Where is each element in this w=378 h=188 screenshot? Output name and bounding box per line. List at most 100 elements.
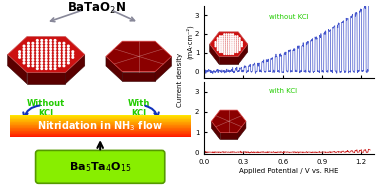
Circle shape bbox=[63, 48, 65, 50]
Circle shape bbox=[50, 42, 51, 44]
Circle shape bbox=[224, 45, 225, 47]
Circle shape bbox=[41, 68, 43, 69]
Circle shape bbox=[59, 45, 60, 47]
FancyBboxPatch shape bbox=[9, 135, 191, 136]
Circle shape bbox=[32, 62, 34, 64]
Circle shape bbox=[237, 47, 238, 49]
Circle shape bbox=[228, 34, 229, 35]
Circle shape bbox=[41, 45, 43, 47]
Circle shape bbox=[50, 62, 51, 64]
Polygon shape bbox=[210, 32, 248, 56]
Circle shape bbox=[217, 49, 218, 51]
Circle shape bbox=[59, 42, 60, 44]
Polygon shape bbox=[155, 56, 172, 81]
FancyBboxPatch shape bbox=[9, 114, 191, 116]
Circle shape bbox=[50, 51, 51, 52]
Circle shape bbox=[224, 53, 225, 54]
Circle shape bbox=[226, 49, 227, 51]
Circle shape bbox=[28, 57, 29, 58]
FancyBboxPatch shape bbox=[9, 132, 191, 133]
Circle shape bbox=[217, 40, 218, 41]
Circle shape bbox=[224, 51, 225, 52]
Circle shape bbox=[239, 42, 240, 43]
Circle shape bbox=[36, 48, 38, 50]
Circle shape bbox=[228, 38, 229, 39]
Circle shape bbox=[36, 45, 38, 47]
Circle shape bbox=[59, 54, 60, 55]
Polygon shape bbox=[27, 72, 65, 84]
Circle shape bbox=[28, 51, 29, 52]
FancyBboxPatch shape bbox=[9, 125, 191, 126]
Circle shape bbox=[239, 40, 240, 41]
Circle shape bbox=[72, 54, 74, 55]
Circle shape bbox=[237, 36, 238, 37]
Polygon shape bbox=[8, 55, 27, 84]
FancyBboxPatch shape bbox=[9, 115, 191, 116]
Circle shape bbox=[23, 48, 25, 50]
FancyBboxPatch shape bbox=[9, 131, 191, 132]
Circle shape bbox=[228, 45, 229, 47]
Circle shape bbox=[228, 47, 229, 49]
Circle shape bbox=[45, 59, 47, 61]
FancyBboxPatch shape bbox=[9, 130, 191, 131]
Circle shape bbox=[224, 47, 225, 49]
Polygon shape bbox=[210, 44, 219, 64]
Circle shape bbox=[226, 34, 227, 35]
Circle shape bbox=[45, 57, 47, 58]
Circle shape bbox=[28, 42, 29, 44]
Circle shape bbox=[224, 36, 225, 37]
Circle shape bbox=[54, 62, 56, 64]
Circle shape bbox=[226, 36, 227, 37]
Circle shape bbox=[72, 51, 74, 52]
Circle shape bbox=[215, 42, 216, 43]
FancyBboxPatch shape bbox=[9, 116, 191, 117]
Circle shape bbox=[32, 42, 34, 44]
Circle shape bbox=[28, 62, 29, 64]
FancyBboxPatch shape bbox=[9, 135, 191, 136]
Circle shape bbox=[239, 49, 240, 51]
Text: BaTaO$_2$N: BaTaO$_2$N bbox=[67, 1, 126, 16]
Circle shape bbox=[50, 68, 51, 69]
Circle shape bbox=[68, 48, 69, 50]
Y-axis label: (mA·cm⁻²): (mA·cm⁻²) bbox=[186, 24, 194, 59]
Circle shape bbox=[54, 48, 56, 50]
Circle shape bbox=[23, 59, 25, 61]
Circle shape bbox=[50, 59, 51, 61]
Circle shape bbox=[232, 47, 234, 49]
Circle shape bbox=[228, 42, 229, 43]
Circle shape bbox=[36, 40, 38, 41]
Circle shape bbox=[41, 62, 43, 64]
Circle shape bbox=[54, 42, 56, 44]
Circle shape bbox=[36, 68, 38, 69]
Text: With
KCl: With KCl bbox=[127, 99, 150, 118]
Circle shape bbox=[63, 57, 65, 58]
FancyBboxPatch shape bbox=[9, 129, 191, 130]
Circle shape bbox=[239, 44, 240, 45]
Circle shape bbox=[68, 59, 69, 61]
Circle shape bbox=[32, 65, 34, 67]
Circle shape bbox=[222, 36, 223, 37]
FancyBboxPatch shape bbox=[9, 120, 191, 121]
FancyBboxPatch shape bbox=[9, 126, 191, 127]
FancyBboxPatch shape bbox=[9, 124, 191, 125]
Circle shape bbox=[226, 40, 227, 41]
Polygon shape bbox=[220, 132, 237, 139]
Circle shape bbox=[36, 54, 38, 55]
Circle shape bbox=[226, 53, 227, 54]
Circle shape bbox=[222, 51, 223, 52]
Circle shape bbox=[32, 51, 34, 52]
Circle shape bbox=[28, 54, 29, 55]
FancyBboxPatch shape bbox=[9, 123, 191, 124]
X-axis label: Applied Potential / V vs. RHE: Applied Potential / V vs. RHE bbox=[239, 168, 339, 174]
Circle shape bbox=[72, 57, 74, 58]
Text: Nitridation in NH$_3$ flow: Nitridation in NH$_3$ flow bbox=[37, 119, 163, 133]
FancyBboxPatch shape bbox=[9, 118, 191, 119]
Circle shape bbox=[228, 40, 229, 41]
FancyBboxPatch shape bbox=[9, 133, 191, 134]
Circle shape bbox=[19, 54, 20, 55]
Circle shape bbox=[45, 45, 47, 47]
Circle shape bbox=[54, 54, 56, 55]
Circle shape bbox=[45, 54, 47, 55]
Polygon shape bbox=[106, 56, 122, 81]
Circle shape bbox=[239, 47, 240, 49]
